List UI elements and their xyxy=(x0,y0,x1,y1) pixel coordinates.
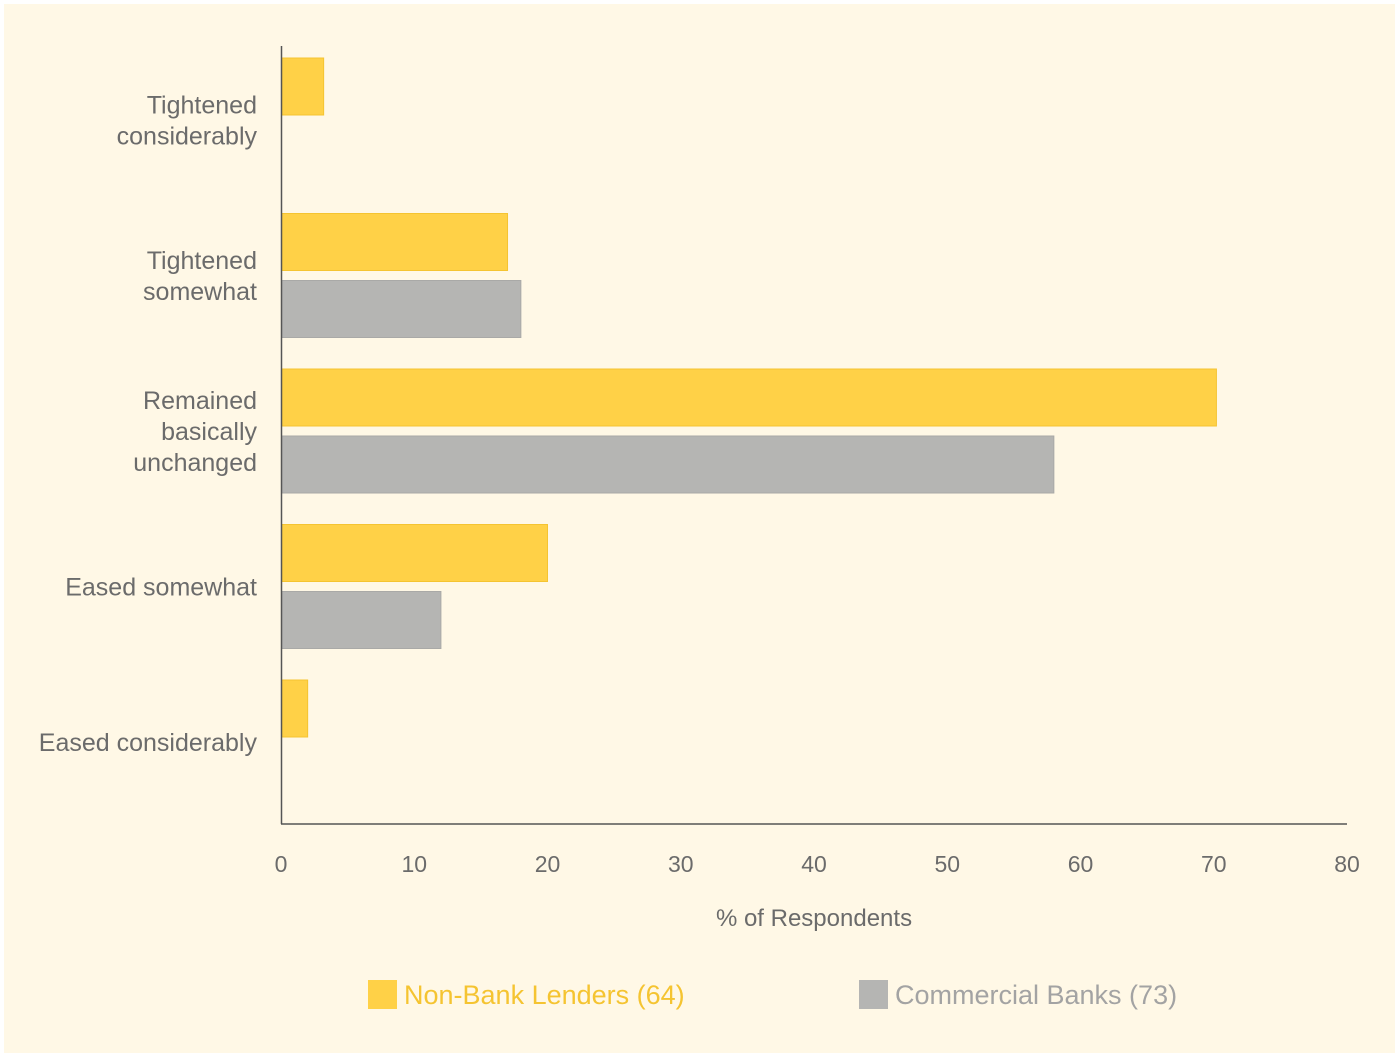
x-tick-labels: 0 10 20 30 40 50 60 70 80 xyxy=(275,851,1360,877)
category-label-line: Remained xyxy=(143,387,257,415)
x-tick-label: 10 xyxy=(401,851,427,877)
category-label-line: unchanged xyxy=(133,449,257,477)
bar-nonbank-0 xyxy=(281,57,325,116)
legend-label-nonbank: Non-Bank Lenders (64) xyxy=(404,980,685,1010)
category-label-line: Eased somewhat xyxy=(65,574,257,602)
category-label: Remained basically unchanged xyxy=(133,387,257,477)
x-tick-label: 40 xyxy=(801,851,827,877)
x-tick-label: 60 xyxy=(1068,851,1094,877)
bar-commercial-1 xyxy=(281,280,522,338)
category-label: Eased somewhat xyxy=(65,574,257,602)
legend-swatch-nonbank xyxy=(368,980,397,1009)
category-label-line: Eased considerably xyxy=(39,729,258,757)
bar-nonbank-1 xyxy=(281,213,509,271)
x-tick-label: 50 xyxy=(934,851,960,877)
legend: Non-Bank Lenders (64) Commercial Banks (7… xyxy=(368,980,1177,1010)
bar-nonbank-3 xyxy=(281,524,548,582)
category-label-line: Tightened xyxy=(147,247,257,275)
category-label: Tightened somewhat xyxy=(143,247,257,306)
legend-label-commercial: Commercial Banks (73) xyxy=(895,980,1177,1010)
category-label-line: somewhat xyxy=(143,278,257,306)
category-labels: Tightened considerably Tightened somewhat Re… xyxy=(39,92,258,758)
category-label: Tightened considerably xyxy=(117,92,258,151)
category-label-line: basically xyxy=(161,418,257,446)
category-label: Eased considerably xyxy=(39,729,258,757)
chart-panel xyxy=(4,4,1395,1053)
category-label-line: Tightened xyxy=(147,92,257,120)
x-axis-title: % of Respondents xyxy=(716,905,912,932)
bar-commercial-2 xyxy=(281,435,1055,494)
x-tick-label: 70 xyxy=(1201,851,1227,877)
bar-nonbank-2 xyxy=(281,368,1217,427)
x-tick-label: 80 xyxy=(1334,851,1360,877)
bar-nonbank-4 xyxy=(281,679,309,738)
bars-group xyxy=(281,57,1217,738)
x-tick-label: 30 xyxy=(668,851,694,877)
x-tick-label: 0 xyxy=(275,851,288,877)
x-tick-label: 20 xyxy=(535,851,561,877)
bar-commercial-3 xyxy=(281,591,442,649)
category-label-line: considerably xyxy=(117,123,258,151)
legend-swatch-commercial xyxy=(859,980,888,1009)
